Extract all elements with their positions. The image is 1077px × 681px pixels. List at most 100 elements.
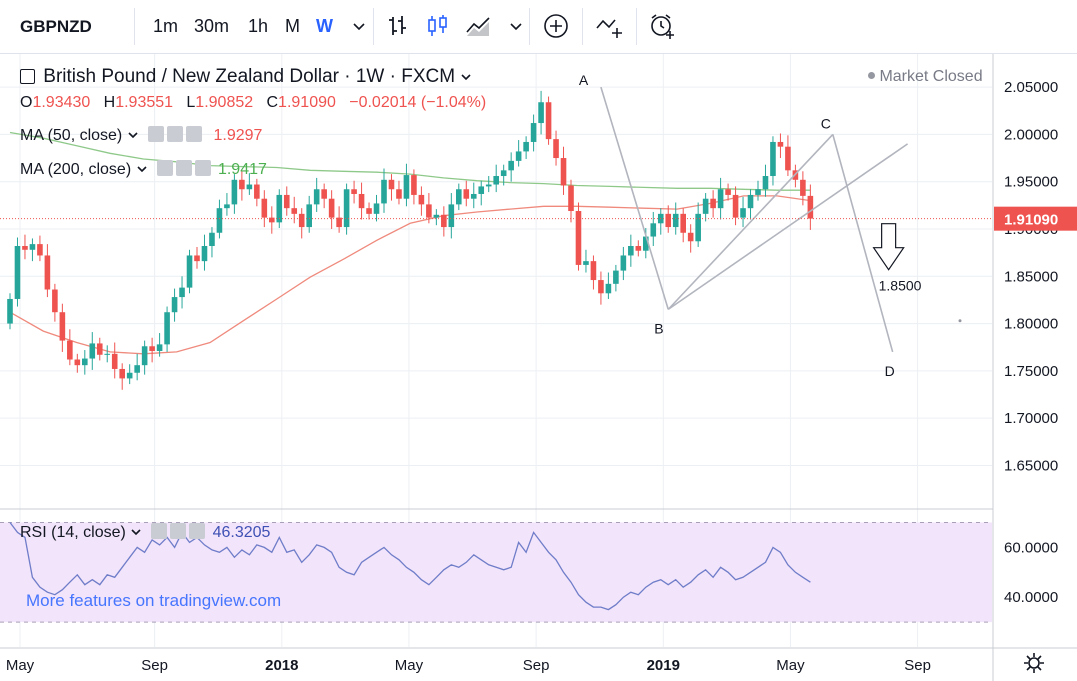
market-status-text: Market Closed xyxy=(879,68,983,85)
close-icon[interactable] xyxy=(189,523,206,539)
candle-body xyxy=(231,179,238,205)
candle-body xyxy=(500,170,507,177)
candle xyxy=(635,240,642,257)
interval-30m[interactable]: 30m xyxy=(194,16,230,36)
interval-week[interactable]: W xyxy=(316,16,333,36)
toolbar-divider xyxy=(134,8,135,45)
candle-body xyxy=(52,289,58,313)
rsi-value: 46.3205 xyxy=(212,524,271,541)
collapse-icon[interactable] xyxy=(20,69,35,84)
rsi-path xyxy=(9,522,811,611)
candle-body xyxy=(74,359,81,366)
candle-body xyxy=(254,184,260,199)
candle xyxy=(485,176,492,193)
eye-icon[interactable] xyxy=(147,126,164,142)
candle-body xyxy=(396,189,402,199)
chevron-down-icon[interactable] xyxy=(127,130,139,140)
gear-icon[interactable] xyxy=(170,523,187,539)
symbol-search[interactable]: GBPNZD xyxy=(20,17,92,36)
eye-icon[interactable] xyxy=(151,523,168,539)
candle xyxy=(269,206,275,234)
candle-body xyxy=(717,189,724,209)
candle xyxy=(598,271,604,305)
candle-body xyxy=(680,213,686,233)
interval-month[interactable]: M xyxy=(285,16,300,36)
candle-body xyxy=(283,194,290,209)
candle xyxy=(463,180,470,207)
candle xyxy=(538,90,544,135)
add-indicator-icon[interactable] xyxy=(542,12,570,40)
last-price-text: 1.91090 xyxy=(1004,212,1058,229)
candle xyxy=(126,364,133,385)
candle xyxy=(149,337,155,363)
chevron-down-icon[interactable] xyxy=(136,164,148,174)
pattern-drawings: A B C D 1.8500 xyxy=(579,72,962,379)
ma50-path xyxy=(9,195,811,355)
chevron-down-icon[interactable] xyxy=(502,12,530,40)
chevron-down-icon[interactable] xyxy=(130,527,142,537)
watermark-link[interactable]: More features on tradingview.com xyxy=(26,591,282,610)
chevron-down-icon[interactable] xyxy=(460,72,472,82)
candle-body xyxy=(605,283,612,294)
candle-body xyxy=(298,213,305,228)
area-chart-icon[interactable] xyxy=(464,12,492,40)
time-tick-label: May xyxy=(776,657,805,674)
settings-gear-icon[interactable] xyxy=(1022,651,1046,675)
compare-icon[interactable] xyxy=(595,12,623,40)
change-value: −0.02014 (−1.04%) xyxy=(349,94,487,111)
candle-body xyxy=(463,189,470,199)
candle xyxy=(807,184,814,230)
ma200-label[interactable]: MA (200, close) xyxy=(20,161,132,178)
close-label: C xyxy=(266,94,279,111)
ma50-label[interactable]: MA (50, close) xyxy=(20,127,123,144)
candle-body xyxy=(545,102,552,140)
interval-1m[interactable]: 1m xyxy=(153,16,179,36)
candle-body xyxy=(44,255,51,290)
rsi-label[interactable]: RSI (14, close) xyxy=(20,524,126,541)
candle-body xyxy=(710,198,716,209)
toolbar-divider xyxy=(636,8,637,45)
candle xyxy=(246,173,253,195)
candle xyxy=(283,186,290,216)
candle xyxy=(111,342,118,379)
candle-body xyxy=(96,343,103,355)
last-price-box xyxy=(994,206,1077,231)
interval-1h[interactable]: 1h xyxy=(248,16,269,36)
candle-body xyxy=(246,184,253,190)
candle xyxy=(575,202,582,271)
candle-body xyxy=(37,244,43,256)
gear-icon[interactable] xyxy=(166,126,183,142)
candle-body xyxy=(29,244,36,250)
candle xyxy=(747,189,754,220)
candle xyxy=(156,333,163,357)
market-status: Market Closed xyxy=(868,68,983,86)
candle xyxy=(755,180,761,201)
label-d: D xyxy=(885,363,895,379)
candle xyxy=(456,183,462,211)
price-axis: 2.050002.000001.950001.900001.850001.800… xyxy=(1004,79,1058,474)
close-icon[interactable] xyxy=(194,160,211,176)
alert-clock-icon[interactable] xyxy=(648,12,676,40)
candles-icon[interactable] xyxy=(424,12,452,40)
candle xyxy=(583,249,589,273)
candle xyxy=(231,174,238,214)
candle-body xyxy=(313,189,320,205)
candle-body xyxy=(306,204,312,228)
candle-body xyxy=(725,189,731,195)
close-icon[interactable] xyxy=(185,126,202,142)
candle xyxy=(313,177,320,212)
candle-body xyxy=(104,353,111,355)
candle-body xyxy=(224,204,230,209)
candle xyxy=(336,206,342,233)
rsi-line xyxy=(9,522,811,611)
candle-body xyxy=(553,139,559,159)
eye-icon[interactable] xyxy=(156,160,173,176)
low-value: 1.90852 xyxy=(195,94,254,111)
candle-body xyxy=(351,189,357,194)
candle-body xyxy=(762,176,769,190)
candle-body xyxy=(216,208,223,233)
chevron-down-icon[interactable] xyxy=(345,12,373,40)
gear-icon[interactable] xyxy=(175,160,192,176)
bar-chart-icon[interactable] xyxy=(384,12,412,40)
